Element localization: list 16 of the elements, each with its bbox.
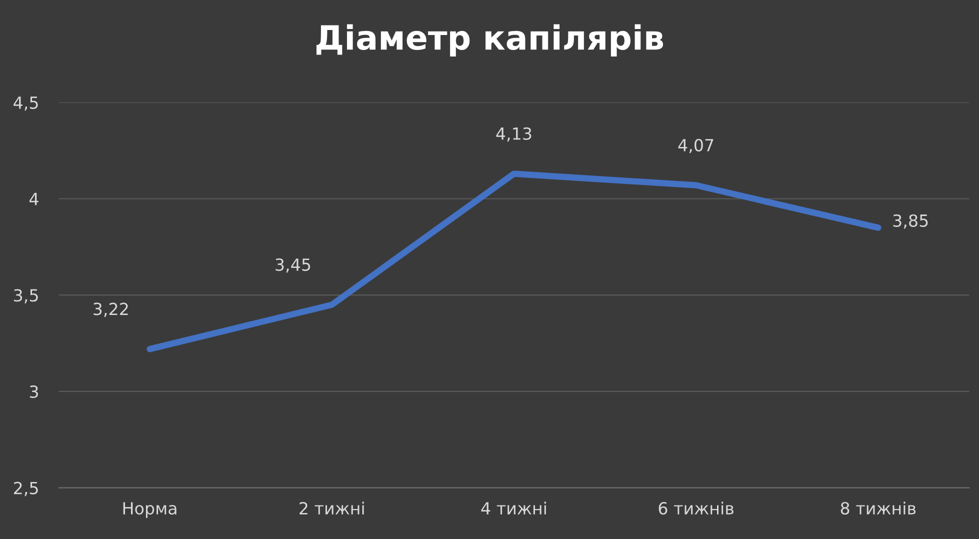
data-label: 3,22: [94, 302, 128, 317]
x-tick-label: 8 тижнів: [840, 502, 916, 515]
data-label: 3,45: [276, 258, 310, 273]
y-tick-label: 2,5: [14, 482, 38, 496]
x-tick-label: Норма: [123, 502, 176, 518]
y-tick-label: 3,5: [14, 289, 38, 304]
data-label: 3,85: [893, 214, 928, 229]
chart-title: Діаметр капілярів: [316, 24, 664, 57]
y-tick-label: 4: [30, 192, 38, 206]
data-label: 4,13: [496, 127, 532, 142]
x-tick-label: 4 тижні: [481, 502, 546, 514]
x-tick-label: 2 тижні: [300, 502, 364, 514]
y-tick-label: 3: [30, 385, 38, 398]
x-tick-label: 6 тижнів: [658, 502, 734, 515]
data-label: 4,07: [678, 138, 714, 154]
y-tick-label: 4,5: [14, 96, 38, 111]
